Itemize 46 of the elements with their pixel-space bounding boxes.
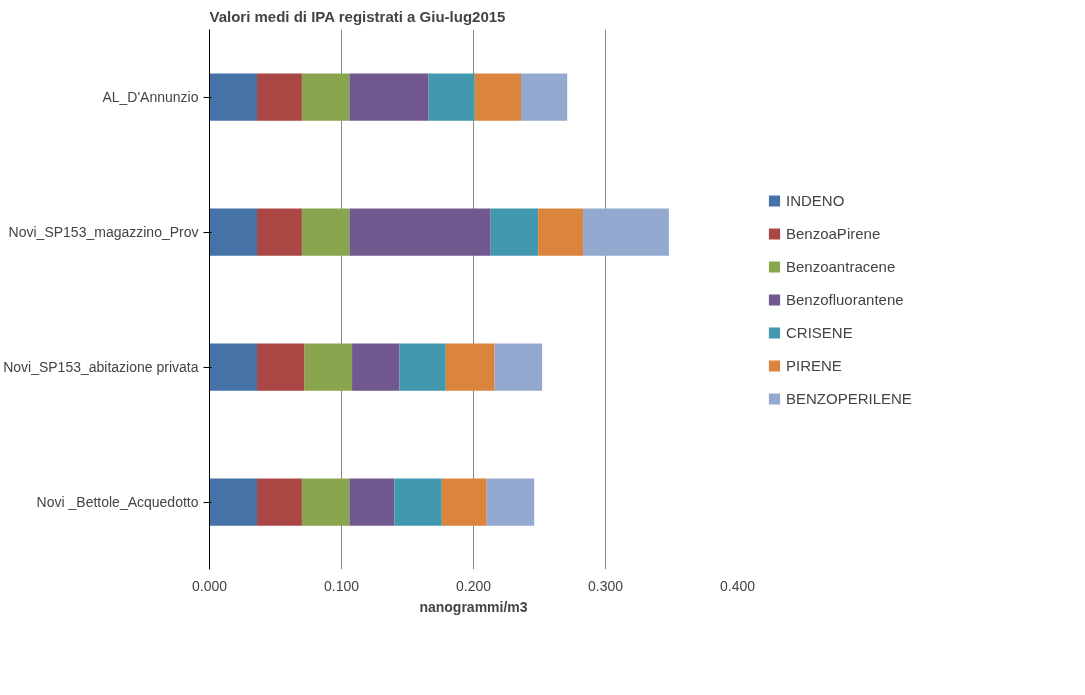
- legend-label: PIRENE: [786, 356, 842, 374]
- bar: [257, 343, 305, 391]
- bar: [583, 208, 669, 256]
- y-tick-label: AL_D'Annunzio: [102, 89, 199, 105]
- legend-label: Benzoantracene: [786, 257, 896, 275]
- bar: [304, 343, 353, 391]
- y-tick-label: Novi _Bettole_Acquedotto: [36, 494, 199, 510]
- bar: [301, 208, 350, 256]
- bar: [490, 208, 539, 256]
- legend-label: BENZOPERILENE: [786, 389, 912, 407]
- bar: [474, 73, 522, 121]
- bar: [257, 73, 302, 121]
- bar: [209, 73, 258, 121]
- legend-label: INDENO: [786, 191, 845, 209]
- y-tick-label: Novi_SP153_abitazione privata: [3, 359, 199, 375]
- y-tick-label: Novi_SP153_magazzino_Prov: [8, 224, 199, 240]
- x-tick-label: 0.300: [587, 577, 624, 594]
- bar: [209, 478, 258, 526]
- chart-title: Valori medi di IPA registrati a Giu-lug2015: [209, 7, 506, 25]
- bar: [349, 73, 429, 121]
- legend-label: CRISENE: [786, 323, 853, 341]
- bar: [441, 478, 487, 526]
- bar: [301, 478, 350, 526]
- bar: [399, 343, 446, 391]
- bar: [486, 478, 535, 526]
- x-tick-label: 0.200: [455, 577, 492, 594]
- x-tick-label: 0.100: [323, 577, 360, 594]
- x-tick-label: 0.400: [719, 577, 756, 594]
- bar: [521, 73, 568, 121]
- bar: [352, 343, 400, 391]
- bar: [494, 343, 543, 391]
- bar: [394, 478, 442, 526]
- bar: [428, 73, 475, 121]
- bar: [349, 478, 395, 526]
- x-tick-label: 0.000: [191, 577, 228, 594]
- legend-label: BenzoaPirene: [786, 224, 881, 242]
- bar: [209, 208, 258, 256]
- bar: [445, 343, 495, 391]
- legend-label: Benzofluorantene: [786, 290, 904, 308]
- bar: [257, 208, 302, 256]
- bar: [257, 478, 302, 526]
- bar: [301, 73, 350, 121]
- bar: [538, 208, 584, 256]
- x-axis-title: nanogrammi/m3: [419, 598, 528, 615]
- bar: [209, 343, 258, 391]
- bar: [349, 208, 491, 256]
